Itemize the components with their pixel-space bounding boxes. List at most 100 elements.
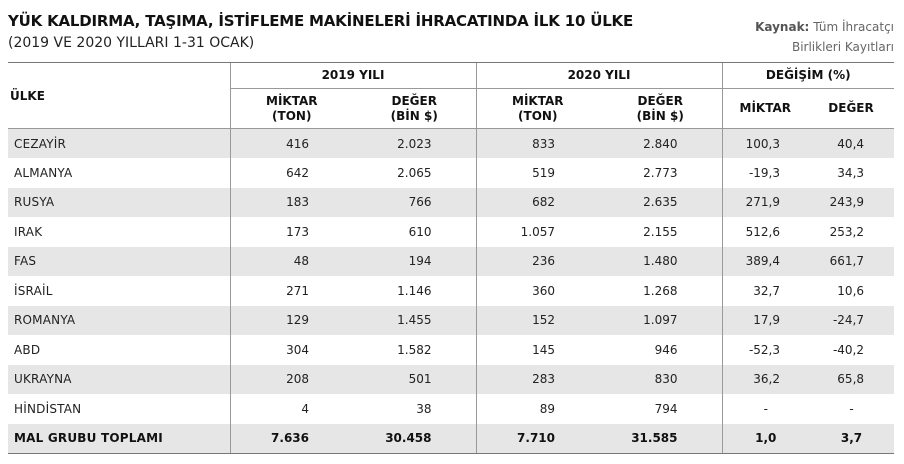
header-2019-value: DEĞER (BİN $)	[390, 93, 438, 123]
country-cell: HİNDİSTAN	[14, 401, 82, 416]
value-2020-cell: 946	[654, 342, 678, 357]
change-value-cell: 65,8	[808, 364, 895, 394]
value-2019-cell: 38	[416, 401, 432, 416]
table-row: HİNDİSTAN 4 38 89 794 - -	[8, 394, 894, 424]
table-row: İSRAİL 271 1.146 360 1.268 32,7 10,6	[8, 276, 894, 306]
total-change-qty: 1,0	[721, 423, 808, 454]
value-2020-cell: 2.840	[599, 128, 722, 158]
header-2019-qty: MİKTAR (TON)	[229, 88, 353, 129]
value-2019-cell: 501	[353, 364, 476, 394]
country-cell: ABD	[14, 342, 41, 357]
qty-2019-cell: 129	[229, 305, 353, 335]
country-cell: İSRAİL	[14, 283, 53, 298]
qty-2020-cell: 833	[475, 128, 599, 158]
qty-2020-cell: 360	[475, 276, 599, 306]
table-row: UKRAYNA 208 501 283 830 36,2 65,8	[8, 364, 895, 394]
export-table: ÜLKE 2019 YILI 2020 YILI DEĞİŞİM (%) MİK…	[8, 62, 895, 454]
total-value-2020: 31.585	[599, 423, 722, 454]
qty-2019-cell: 304	[229, 335, 353, 365]
total-value-2019: 30.458	[353, 423, 476, 454]
table-row: IRAK 173 610 1.057 2.155 512,6 253,2	[8, 217, 894, 247]
source-note: Kaynak: Tüm İhracatçı Birlikleri Kayıtla…	[755, 17, 894, 57]
change-value-cell: -24,7	[808, 305, 895, 335]
value-2020-cell: 1.480	[599, 246, 722, 276]
qty-2019-cell: 183	[229, 187, 353, 217]
value-2019-cell: 766	[353, 187, 476, 217]
change-value-cell: 10,6	[837, 283, 865, 298]
value-2019-cell: 1.582	[397, 342, 432, 357]
change-qty-cell: 389,4	[721, 246, 808, 276]
qty-2020-cell: 682	[475, 187, 599, 217]
header-group-2019: 2019 YILI	[229, 62, 476, 89]
country-cell: ALMANYA	[14, 165, 73, 180]
qty-2019-cell: 48	[229, 246, 353, 276]
qty-2020-cell: 152	[475, 305, 599, 335]
table-row: ABD 304 1.582 145 946 -52,3 -40,2	[8, 335, 894, 365]
value-2019-cell: 610	[408, 224, 432, 239]
value-2019-cell: 194	[353, 246, 476, 276]
qty-2019-cell: 416	[229, 128, 353, 158]
table-row: ALMANYA 642 2.065 519 2.773 -19,3 34,3	[8, 158, 894, 188]
qty-2020-cell: 89	[475, 394, 599, 424]
qty-2019-cell: 173	[229, 217, 353, 247]
total-row: MAL GRUBU TOPLAMI 7.636 30.458 7.710 31.…	[8, 423, 895, 454]
change-qty-cell: 100,3	[721, 128, 808, 158]
country-cell: UKRAYNA	[8, 364, 230, 394]
country-cell: IRAK	[14, 224, 43, 239]
value-2020-cell: 1.268	[643, 283, 678, 298]
change-qty-cell: -	[721, 394, 808, 424]
source-line-2: Birlikleri Kayıtları	[791, 40, 894, 54]
qty-2020-cell: 236	[475, 246, 599, 276]
qty-2019-cell: 208	[229, 364, 353, 394]
total-label: MAL GRUBU TOPLAMI	[8, 423, 230, 454]
change-qty-cell: 36,2	[721, 364, 808, 394]
header-change-qty: MİKTAR	[721, 88, 808, 129]
header-group-change: DEĞİŞİM (%)	[721, 62, 895, 89]
country-cell: RUSYA	[8, 187, 230, 217]
country-cell: ROMANYA	[8, 305, 230, 335]
change-qty-cell: 32,7	[721, 276, 808, 306]
total-qty-2020: 7.710	[475, 423, 599, 454]
change-value-cell: 243,9	[808, 187, 895, 217]
page-title: YÜK KALDIRMA, TAŞIMA, İSTİFLEME MAKİNELE…	[8, 12, 634, 30]
table-row: CEZAYİR 416 2.023 833 2.840 100,3 40,4	[8, 128, 895, 158]
value-2020-cell: 2.635	[599, 187, 722, 217]
change-qty-cell: -19,3	[721, 158, 808, 188]
value-2020-cell: 830	[599, 364, 722, 394]
value-2019-cell: 1.455	[353, 305, 476, 335]
page-subtitle: (2019 VE 2020 YILLARI 1-31 OCAK)	[8, 35, 255, 51]
value-2020-cell: 1.097	[599, 305, 722, 335]
country-cell: CEZAYİR	[8, 128, 230, 158]
change-qty-cell: 512,6	[721, 217, 808, 247]
qty-2019-cell: 271	[229, 276, 353, 306]
change-qty-cell: -52,3	[721, 335, 808, 365]
change-value-cell: 661,7	[808, 246, 895, 276]
header-group-2020: 2020 YILI	[475, 62, 722, 89]
total-qty-2019: 7.636	[229, 423, 353, 454]
value-2019-cell: 2.065	[397, 165, 432, 180]
country-cell: FAS	[8, 246, 230, 276]
qty-2020-cell: 519	[475, 158, 599, 188]
value-2020-cell: 2.155	[643, 224, 678, 239]
qty-2019-cell: 4	[229, 394, 353, 424]
value-2019-cell: 2.023	[353, 128, 476, 158]
change-qty-cell: 17,9	[721, 305, 808, 335]
change-value-cell: 253,2	[829, 224, 865, 239]
qty-2020-cell: 1.057	[475, 217, 599, 247]
table-row: FAS 48 194 236 1.480 389,4 661,7	[8, 246, 895, 276]
total-change-value: 3,7	[808, 423, 895, 454]
value-2020-cell: 794	[654, 401, 678, 416]
change-qty-cell: 271,9	[721, 187, 808, 217]
change-value-cell: -40,2	[832, 342, 865, 357]
qty-2020-cell: 283	[475, 364, 599, 394]
source-label: Kaynak:	[755, 20, 810, 34]
source-line-1: Tüm İhracatçı	[813, 20, 894, 34]
change-value-cell: -	[849, 401, 854, 416]
value-2020-cell: 2.773	[643, 165, 678, 180]
qty-2019-cell: 642	[229, 158, 353, 188]
value-2019-cell: 1.146	[397, 283, 432, 298]
table-row: ROMANYA 129 1.455 152 1.097 17,9 -24,7	[8, 305, 895, 335]
change-value-cell: 40,4	[808, 128, 895, 158]
qty-2020-cell: 145	[475, 335, 599, 365]
